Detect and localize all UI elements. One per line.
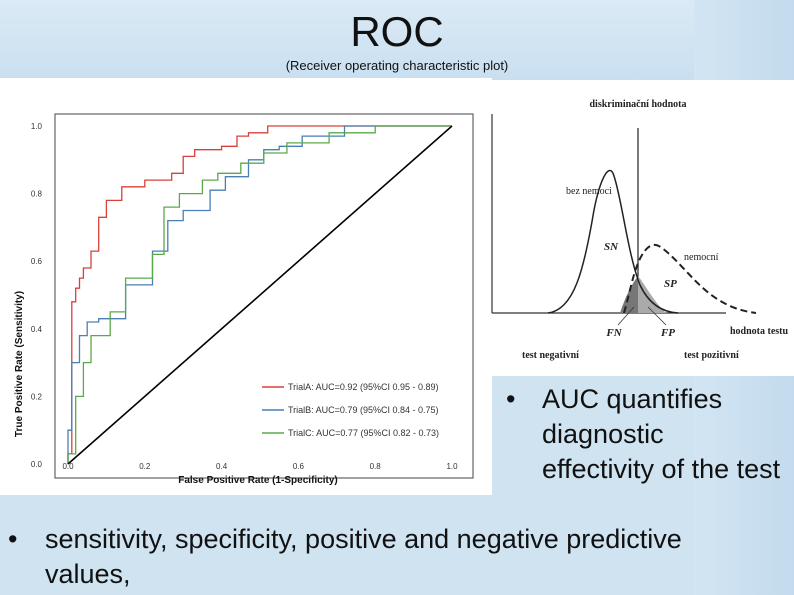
fn-label: FN bbox=[605, 327, 622, 339]
x-tick-label: 0.2 bbox=[139, 462, 151, 471]
roc-series-line-trialA bbox=[67, 125, 452, 464]
x-axis-label: False Positive Rate (1-Specificity) bbox=[178, 475, 338, 486]
fn-area bbox=[620, 276, 638, 313]
axis-ticks: 0.0 0.2 0.4 0.6 0.8 1.0 0.0 0.2 0.4 0.6 0.8 1.0 bbox=[31, 122, 458, 471]
x-tick-label: 0.4 bbox=[216, 462, 228, 471]
diseased-curve bbox=[623, 243, 757, 314]
y-tick-label: 1.0 bbox=[31, 122, 43, 131]
x-tick-label: 0.6 bbox=[293, 462, 305, 471]
roc-series-line-trialC bbox=[67, 125, 452, 464]
roc-series-line-trialB bbox=[67, 125, 452, 464]
sn-label: SN bbox=[604, 241, 619, 253]
diagonal-reference-line bbox=[67, 125, 453, 465]
x-tick-label: 0.8 bbox=[370, 462, 382, 471]
legend-label: TrialB: AUC=0.79 (95%CI 0.84 - 0.75) bbox=[288, 405, 439, 415]
y-axis-label: True Positive Rate (Sensitivity) bbox=[14, 291, 25, 437]
healthy-curve bbox=[547, 169, 679, 314]
roc-chart-panel: 0.0 0.2 0.4 0.6 0.8 1.0 0.0 0.2 0.4 0.6 0.8 1.0 Tri… bbox=[0, 78, 492, 495]
negative-test-label: test negativní bbox=[522, 350, 579, 361]
bullet-marker: • bbox=[8, 524, 18, 554]
slide-header-background bbox=[0, 0, 794, 80]
healthy-label: bez nemoci bbox=[566, 186, 612, 197]
roc-series bbox=[67, 125, 453, 465]
threshold-label: diskriminační hodnota bbox=[590, 99, 687, 110]
fp-pointer bbox=[647, 306, 667, 326]
slide-subtitle: (Receiver operating characteristic plot) bbox=[285, 58, 509, 73]
test-value-label: hodnota testu bbox=[730, 326, 789, 337]
plot-frame bbox=[54, 113, 474, 479]
sp-label: SP bbox=[664, 278, 677, 290]
legend-label: TrialA: AUC=0.92 (95%CI 0.95 - 0.89) bbox=[288, 382, 439, 392]
bullet-text: sensitivity, specificity, positive and n… bbox=[45, 524, 682, 589]
y-tick-label: 0.6 bbox=[31, 257, 43, 266]
fp-area bbox=[638, 276, 666, 313]
bullet-marker: • bbox=[506, 384, 516, 414]
x-tick-label: 1.0 bbox=[446, 462, 458, 471]
y-tick-label: 0.8 bbox=[31, 190, 43, 199]
y-tick-label: 0.4 bbox=[31, 325, 43, 334]
positive-test-label: test pozitivní bbox=[684, 350, 739, 361]
slide-title: ROC bbox=[350, 8, 444, 55]
distribution-diagram: diskriminační hodnota bez nemoci nemocní… bbox=[491, 99, 789, 361]
fp-label: FP bbox=[660, 327, 675, 339]
y-tick-label: 0.0 bbox=[31, 460, 43, 469]
legend-label: TrialC: AUC=0.77 (95%CI 0.82 - 0.73) bbox=[288, 428, 439, 438]
y-tick-label: 0.2 bbox=[31, 392, 43, 401]
legend: TrialA: AUC=0.92 (95%CI 0.95 - 0.89) Tria… bbox=[262, 382, 439, 438]
fn-pointer bbox=[617, 306, 635, 326]
distribution-diagram-panel: diskriminační hodnota bez nemoci nemocní… bbox=[488, 80, 794, 376]
roc-chart: 0.0 0.2 0.4 0.6 0.8 1.0 0.0 0.2 0.4 0.6 0.8 1.0 Tri… bbox=[14, 113, 474, 486]
x-tick-label: 0.0 bbox=[62, 462, 74, 471]
diseased-label: nemocní bbox=[684, 252, 719, 263]
